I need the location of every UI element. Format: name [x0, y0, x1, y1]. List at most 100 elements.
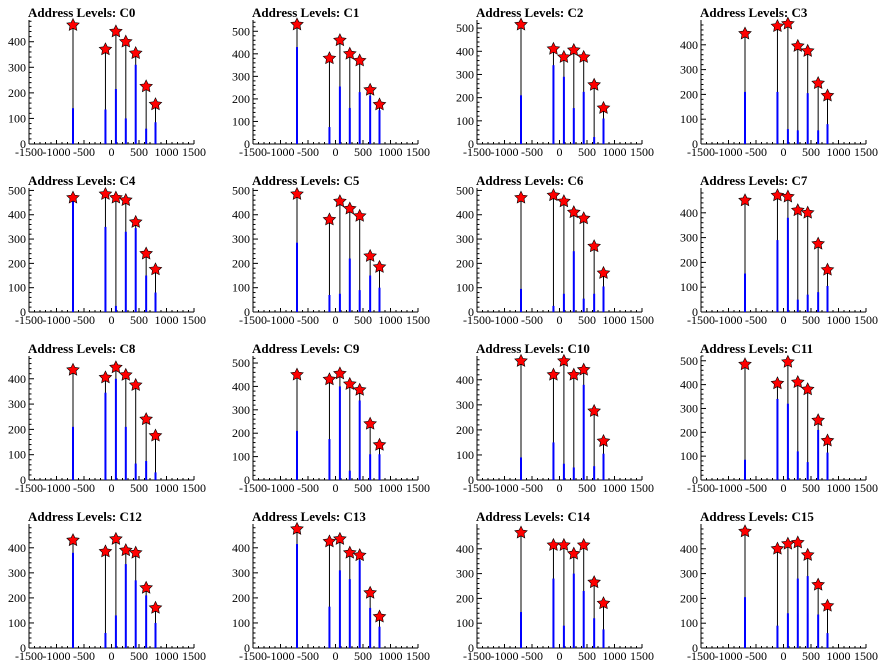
- blue-bar: [796, 130, 799, 144]
- y-tick-label: 0: [468, 473, 474, 487]
- blue-bar: [593, 137, 596, 144]
- x-tick-label: -1500: [463, 649, 491, 663]
- y-tick-label: 300: [680, 63, 698, 77]
- peak-marker-star: [98, 186, 113, 200]
- y-tick-label: 0: [244, 305, 250, 319]
- peak-marker-star: [514, 525, 528, 539]
- peak-marker-star: [596, 100, 611, 114]
- x-tick-label: 0: [333, 481, 339, 495]
- x-tick-label: -500: [297, 145, 319, 159]
- peak-marker-star: [118, 367, 133, 381]
- y-tick-label: 0: [692, 305, 698, 319]
- blue-bar: [602, 629, 605, 648]
- peak-marker-star: [109, 360, 123, 374]
- blue-bar: [572, 467, 575, 480]
- y-tick-label: 0: [244, 473, 250, 487]
- peak-marker-star: [566, 546, 581, 560]
- blue-bar: [562, 76, 565, 144]
- y-tick-label: 500: [232, 183, 250, 197]
- x-tick-label: 500: [802, 145, 820, 159]
- y-tick-label: 200: [680, 425, 698, 439]
- blue-bar: [358, 400, 361, 480]
- blue-bar: [582, 298, 585, 312]
- peak-marker-star: [770, 19, 785, 33]
- blue-bar: [744, 91, 746, 144]
- x-tick-label: 1500: [854, 481, 878, 495]
- blue-bar: [124, 118, 127, 144]
- x-tick-label: -1000: [715, 145, 743, 159]
- x-tick-label: -1500: [687, 481, 715, 495]
- blue-bar: [806, 294, 809, 312]
- blue-bar: [348, 470, 351, 480]
- peak-marker-star: [139, 246, 153, 260]
- chart-title: Address Levels: C0: [28, 5, 135, 20]
- y-tick-label: 100: [8, 111, 26, 125]
- x-tick-label: 1000: [827, 145, 851, 159]
- peak-marker-star: [333, 531, 347, 545]
- x-tick-label: 1500: [630, 145, 654, 159]
- blue-bar: [114, 305, 117, 312]
- y-tick-label: 300: [232, 403, 250, 417]
- peak-marker-star: [781, 354, 795, 368]
- peak-marker-star: [587, 575, 601, 589]
- peak-marker-star: [66, 190, 80, 204]
- x-tick-label: 1500: [406, 649, 430, 663]
- peak-marker-star: [587, 239, 601, 253]
- x-tick-label: 0: [109, 481, 115, 495]
- x-tick-label: 1000: [379, 649, 403, 663]
- blue-bar: [358, 290, 361, 312]
- peak-marker-star: [770, 376, 785, 390]
- peak-marker-star: [372, 437, 387, 451]
- peak-marker-star: [290, 367, 304, 381]
- blue-bar: [72, 552, 74, 648]
- x-tick-label: 1000: [155, 481, 179, 495]
- chart-panel: Address Levels: C20100200300400500-1500-…: [456, 5, 654, 159]
- y-tick-label: 100: [232, 616, 250, 630]
- y-tick-label: 100: [232, 114, 250, 128]
- x-tick-label: -1000: [43, 649, 71, 663]
- peak-marker-star: [290, 17, 304, 31]
- x-tick-label: 1000: [603, 145, 627, 159]
- blue-bar: [572, 251, 575, 312]
- x-tick-label: 1000: [379, 481, 403, 495]
- chart-title: Address Levels: C6: [476, 173, 584, 188]
- blue-bar: [806, 93, 809, 144]
- chart-title: Address Levels: C8: [28, 341, 136, 356]
- blue-bar: [296, 544, 298, 648]
- blue-bar: [134, 463, 137, 480]
- blue-bar: [134, 580, 137, 648]
- y-tick-label: 100: [232, 281, 250, 295]
- x-tick-label: -500: [297, 313, 319, 327]
- peak-marker-star: [557, 353, 571, 367]
- chart-panel: Address Levels: C12 0 100 200 300 400 -1500 -10…: [8, 509, 206, 663]
- x-tick-label: 0: [557, 313, 563, 327]
- chart-panel: Address Levels: C50100200300400500-1500-…: [232, 173, 430, 327]
- x-tick-label: 1500: [630, 313, 654, 327]
- x-tick-label: -1000: [715, 481, 743, 495]
- peak-marker-star: [738, 357, 752, 371]
- peak-marker-star: [128, 214, 143, 228]
- y-tick-label: 400: [456, 208, 474, 222]
- peak-marker-star: [322, 51, 337, 65]
- blue-bar: [154, 622, 157, 648]
- blue-bar: [796, 578, 799, 648]
- y-tick-label: 100: [232, 450, 250, 464]
- x-tick-label: -1500: [463, 313, 491, 327]
- y-tick-label: 200: [8, 86, 26, 100]
- y-tick-label: 200: [680, 87, 698, 101]
- y-tick-label: 100: [8, 448, 26, 462]
- x-tick-label: 500: [802, 481, 820, 495]
- x-tick-label: -500: [297, 649, 319, 663]
- y-tick-label: 200: [680, 255, 698, 269]
- peak-marker-star: [363, 416, 377, 430]
- x-tick-label: 1500: [854, 145, 878, 159]
- y-tick-label: 400: [456, 542, 474, 556]
- blue-bar: [134, 228, 137, 312]
- x-tick-label: 0: [109, 313, 115, 327]
- peak-marker-star: [820, 262, 835, 276]
- x-tick-label: -1500: [687, 145, 715, 159]
- x-tick-label: -500: [73, 145, 95, 159]
- blue-bar: [582, 384, 585, 480]
- blue-bar: [562, 463, 565, 480]
